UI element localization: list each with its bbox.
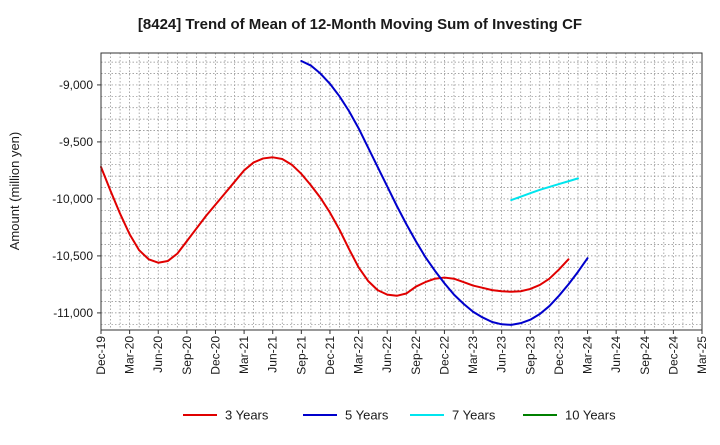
y-tick-label: -10,000 <box>52 192 93 206</box>
x-tick-label: Dec-24 <box>666 336 680 375</box>
x-tick-label: Dec-23 <box>552 336 566 375</box>
x-tick-label: Sep-24 <box>638 336 652 375</box>
series-line-3-years <box>100 156 570 297</box>
x-tick-label: Dec-19 <box>94 336 108 375</box>
x-tick-label: Mar-25 <box>695 336 709 374</box>
x-tick-label: Dec-20 <box>208 336 222 375</box>
grid-layer <box>101 53 702 330</box>
legend-label-7-years: 7 Years <box>452 408 496 423</box>
x-tick-label: Jun-21 <box>266 336 280 373</box>
x-tick-label: Mar-22 <box>352 336 366 374</box>
chart-title: [8424] Trend of Mean of 12-Month Moving … <box>138 16 582 33</box>
x-tick-label: Mar-24 <box>581 336 595 374</box>
legend: 3 Years 5 Years 7 Years 10 Years <box>183 408 616 423</box>
series-line-7-years <box>510 177 579 202</box>
y-tick-label: -9,500 <box>59 135 93 149</box>
x-tick-label: Sep-23 <box>523 336 537 375</box>
x-tick-label: Jun-22 <box>380 336 394 373</box>
x-tick-label: Mar-20 <box>123 336 137 374</box>
x-tick-label: Mar-21 <box>237 336 251 374</box>
legend-label-5-years: 5 Years <box>345 408 389 423</box>
y-axis-label: Amount (million yen) <box>7 132 22 251</box>
legend-label-3-years: 3 Years <box>225 408 269 423</box>
plot-frame <box>100 52 703 331</box>
x-tick-label: Dec-21 <box>323 336 337 375</box>
x-tick-label: Jun-23 <box>495 336 509 373</box>
y-tick-label: -11,000 <box>53 306 93 320</box>
x-tick-label: Mar-23 <box>466 336 480 374</box>
series-line-5-years <box>300 59 589 326</box>
x-tick-label: Dec-22 <box>437 336 451 375</box>
series-layer <box>100 59 589 326</box>
x-tick-label: Sep-20 <box>180 336 194 375</box>
x-tick-label: Sep-21 <box>294 336 308 375</box>
x-tick-label: Sep-22 <box>409 336 423 375</box>
x-tick-label: Jun-24 <box>609 336 623 373</box>
y-axis-ticks: -9,000 -9,500 -10,000 -10,500 -11,000 <box>52 78 101 320</box>
x-tick-label: Jun-20 <box>151 336 165 373</box>
x-axis-ticks: Dec-19 Mar-20 Jun-20 Sep-20 Dec-20 Mar-21 Jun-… <box>94 330 709 375</box>
y-tick-label: -9,000 <box>59 78 93 92</box>
legend-label-10-years: 10 Years <box>565 408 616 423</box>
y-tick-label: -10,500 <box>52 249 93 263</box>
